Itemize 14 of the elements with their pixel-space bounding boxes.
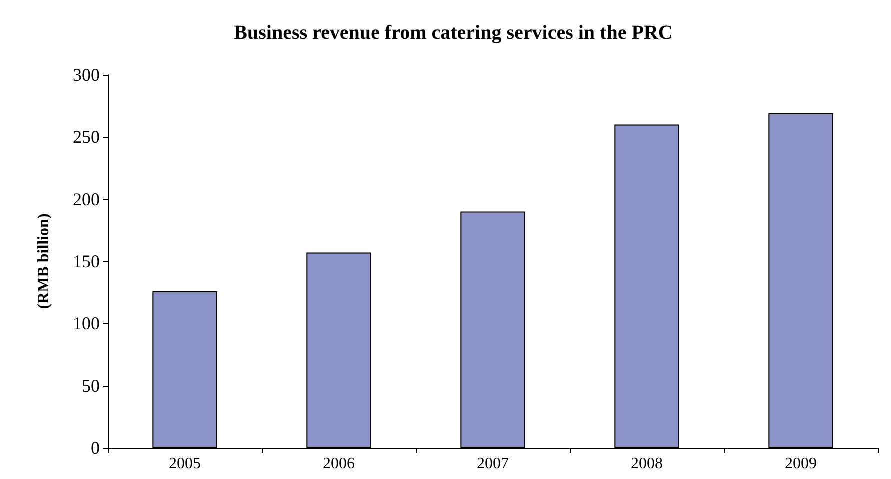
x-tick-label: 2009 [785,456,817,472]
chart-title: Business revenue from catering services in the PRC [234,22,673,44]
y-tick-label: 250 [73,127,100,148]
y-tick-label: 100 [73,314,100,334]
y-tick-label: 300 [73,65,100,85]
x-tick-label: 2008 [631,456,663,472]
y-tick-label: 50 [82,376,100,396]
y-tick-label: 0 [91,438,100,458]
y-tick-label: 200 [73,189,100,210]
x-tick-label: 2005 [169,456,201,472]
y-axis-title: (RMB billion) [36,214,52,310]
x-tick-label: 2007 [477,456,509,472]
x-tick-label: 2006 [323,456,355,472]
y-tick-label: 150 [73,252,100,272]
